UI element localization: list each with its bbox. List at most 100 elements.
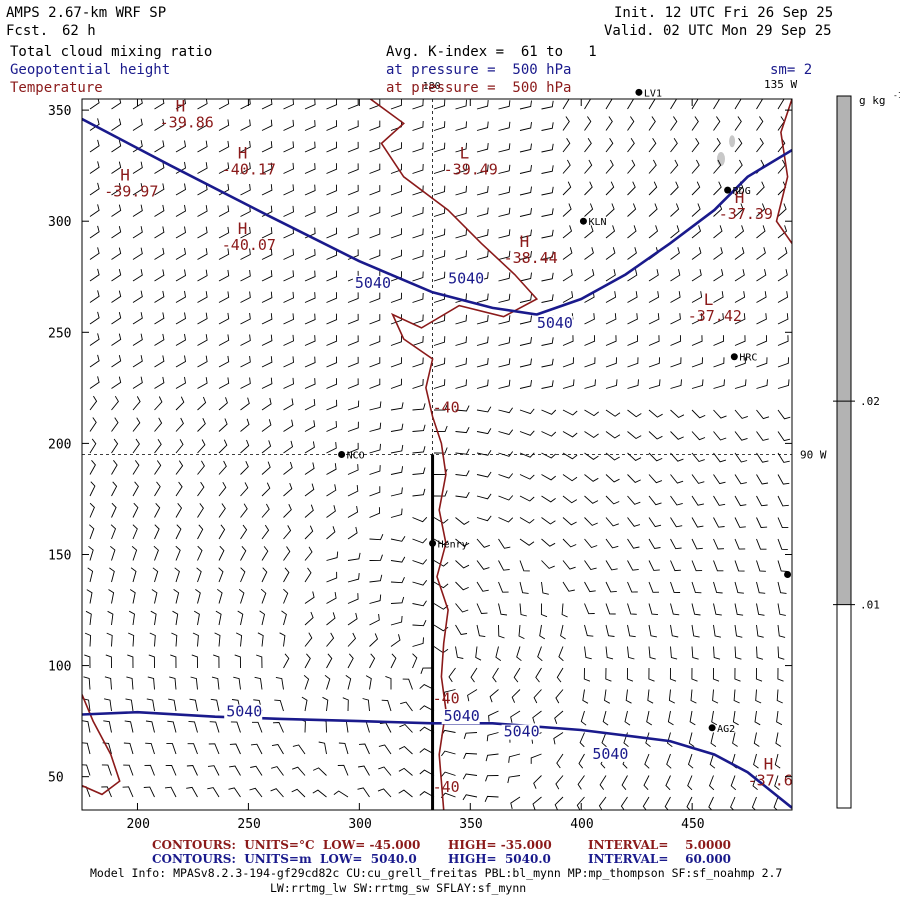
wind-barb bbox=[154, 376, 165, 389]
extremum-l: L bbox=[704, 290, 714, 309]
wind-barb bbox=[412, 228, 424, 239]
wind-barb bbox=[605, 137, 614, 153]
wind-barb bbox=[347, 506, 359, 518]
wind-barb bbox=[756, 431, 769, 441]
wind-barb bbox=[455, 448, 470, 455]
wind-barb bbox=[197, 119, 208, 131]
wind-barb bbox=[304, 335, 316, 346]
forecast-hours: 62 h bbox=[62, 23, 96, 39]
wind-barb bbox=[175, 204, 186, 217]
wind-barb bbox=[433, 468, 448, 476]
wind-barb bbox=[691, 538, 703, 550]
height-label-bg bbox=[590, 746, 629, 762]
wind-barb bbox=[283, 377, 294, 389]
wind-barb bbox=[145, 720, 155, 733]
wind-barb bbox=[385, 675, 392, 690]
wind-barb bbox=[400, 701, 413, 712]
wind-barb bbox=[605, 181, 615, 196]
wind-barb bbox=[433, 314, 446, 325]
wind-barb bbox=[756, 269, 767, 282]
wind-barb bbox=[670, 495, 683, 506]
wind-barb bbox=[670, 538, 682, 550]
wind-barb bbox=[433, 490, 448, 497]
wind-barb bbox=[756, 225, 766, 239]
wind-barb bbox=[326, 442, 337, 454]
wind-barb bbox=[713, 159, 722, 174]
wind-barb bbox=[326, 292, 338, 303]
station-label: LV1 bbox=[644, 88, 662, 99]
wind-barb bbox=[358, 743, 370, 755]
wind-barb bbox=[498, 293, 511, 303]
wind-barb bbox=[476, 515, 492, 522]
wind-barb bbox=[197, 291, 208, 303]
wind-barb bbox=[304, 525, 314, 540]
wind-barb bbox=[498, 164, 511, 174]
wind-barb bbox=[419, 748, 435, 755]
wind-barb bbox=[283, 184, 294, 196]
wind-barb bbox=[347, 552, 361, 561]
y-tick-label: 100 bbox=[48, 660, 71, 675]
wind-barb bbox=[132, 333, 143, 346]
wind-barb bbox=[304, 399, 316, 411]
wind-barb bbox=[398, 767, 413, 776]
wind-barb bbox=[687, 775, 693, 791]
wind-barb bbox=[433, 250, 446, 260]
wind-barb bbox=[89, 247, 100, 260]
wind-barb bbox=[584, 357, 596, 368]
wind-barb bbox=[433, 99, 446, 110]
wind-barb bbox=[562, 495, 578, 504]
wind-barb bbox=[390, 615, 403, 626]
wind-barb bbox=[605, 409, 621, 417]
wind-barb bbox=[470, 667, 478, 683]
wind-barb bbox=[605, 474, 620, 483]
wind-barb bbox=[218, 226, 230, 239]
wind-barb bbox=[261, 119, 273, 131]
wind-barb bbox=[304, 653, 311, 669]
wind-barb bbox=[605, 581, 617, 593]
wind-barb bbox=[584, 495, 599, 504]
wind-barb bbox=[498, 473, 514, 479]
wind-barb bbox=[261, 248, 273, 260]
wind-barb bbox=[390, 206, 402, 217]
extremum-h: H bbox=[176, 97, 186, 116]
wind-barb bbox=[713, 357, 725, 368]
wind-barb bbox=[713, 247, 723, 260]
wind-barb bbox=[691, 624, 700, 638]
wind-barb bbox=[756, 116, 764, 131]
wind-barb bbox=[462, 773, 478, 780]
wind-barb bbox=[519, 560, 530, 572]
wind-barb bbox=[192, 632, 199, 647]
wind-barb bbox=[261, 482, 271, 497]
wind-barb bbox=[488, 710, 499, 722]
wind-barb bbox=[412, 120, 424, 131]
wind-barb bbox=[555, 689, 564, 704]
wind-barb bbox=[670, 624, 679, 638]
wind-barb bbox=[433, 228, 446, 239]
wind-barb bbox=[665, 775, 671, 791]
wind-barb bbox=[508, 753, 521, 763]
wind-barb bbox=[299, 718, 306, 733]
wind-barb bbox=[390, 120, 402, 131]
wind-barb bbox=[254, 676, 263, 690]
wind-barb bbox=[756, 603, 765, 616]
height-contour-label: 5040 bbox=[444, 707, 480, 725]
wind-barb bbox=[390, 423, 404, 432]
wind-barb bbox=[555, 775, 564, 790]
wind-barb bbox=[734, 137, 743, 153]
wind-barb bbox=[541, 538, 556, 547]
wind-barb bbox=[326, 592, 337, 604]
wind-barb bbox=[412, 620, 427, 627]
station-marker bbox=[730, 353, 738, 361]
wind-barb bbox=[433, 164, 446, 174]
colorbar-unit: g kg bbox=[859, 94, 886, 107]
wind-barb bbox=[541, 431, 557, 437]
wind-barb bbox=[154, 204, 165, 217]
wind-barb bbox=[577, 775, 585, 790]
wind-barb bbox=[541, 358, 554, 368]
wind-barb bbox=[87, 567, 94, 583]
wind-barb bbox=[195, 589, 201, 604]
wind-barb bbox=[756, 409, 770, 420]
wind-barb bbox=[584, 646, 592, 660]
wind-barb bbox=[412, 600, 427, 607]
wind-barb bbox=[670, 247, 680, 260]
